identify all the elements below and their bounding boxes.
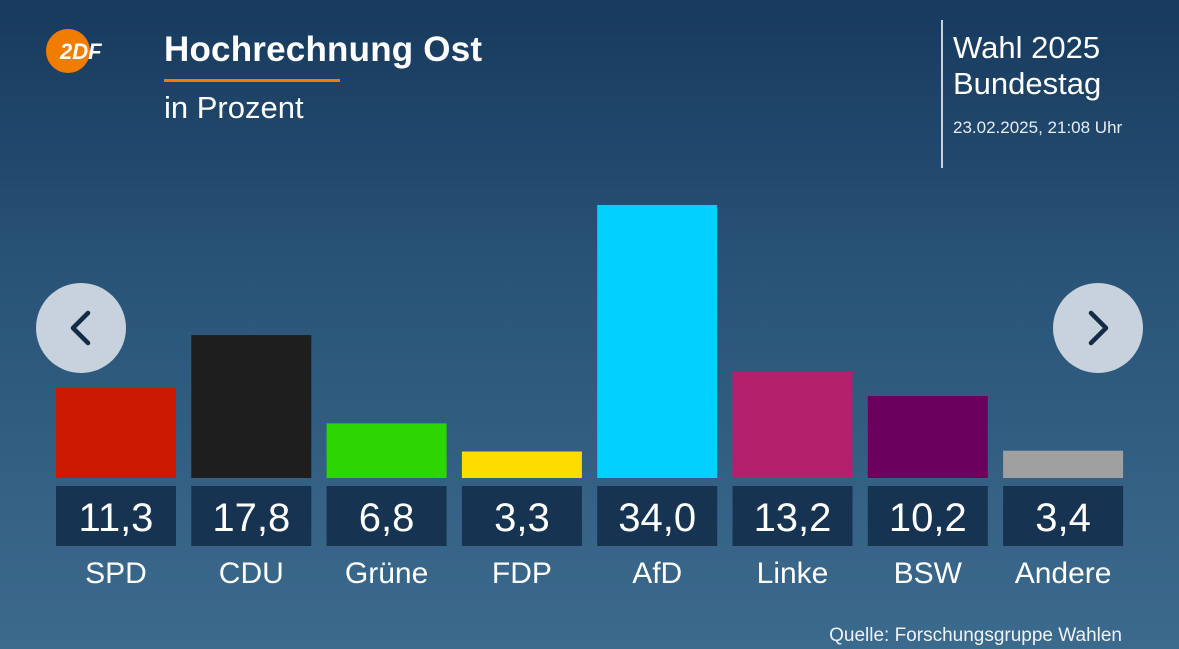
category-label-linke: Linke	[757, 557, 829, 590]
svg-text:2DF: 2DF	[59, 39, 102, 64]
data-label-cdu: 17,8	[212, 496, 290, 540]
value-box-fdp	[461, 486, 582, 546]
bar-cdu	[191, 335, 312, 478]
value-box-andere	[1003, 486, 1124, 546]
value-box-afd	[597, 486, 718, 546]
election-label: Wahl 2025 Bundestag	[953, 30, 1101, 102]
value-box-bsw	[867, 486, 988, 546]
data-label-andere: 3,4	[1035, 496, 1091, 540]
data-label-afd: 34,0	[618, 496, 696, 540]
title-underline	[164, 79, 340, 82]
data-label-bsw: 10,2	[889, 496, 967, 540]
bar-afd	[597, 205, 718, 478]
data-label-fdp: 3,3	[494, 496, 550, 540]
category-label-fdp: FDP	[492, 557, 552, 590]
election-name: Wahl 2025	[953, 30, 1101, 65]
value-box-spd	[56, 486, 176, 546]
value-box-linke	[732, 486, 853, 546]
data-label-gr-ne: 6,8	[359, 496, 415, 540]
previous-button[interactable]	[36, 283, 126, 373]
timestamp: 23.02.2025, 21:08 Uhr	[953, 118, 1123, 137]
data-label-spd: 11,3	[79, 496, 154, 540]
bar-andere	[1003, 450, 1124, 478]
zdf-logo: 2DF	[46, 29, 102, 73]
bar-gr-ne	[326, 423, 447, 478]
header-divider	[941, 20, 943, 168]
category-label-andere: Andere	[1015, 557, 1112, 590]
value-box-gr-ne	[326, 486, 447, 546]
source-note: Quelle: Forschungsgruppe Wahlen	[829, 625, 1122, 646]
bar-spd	[56, 387, 176, 478]
value-box-cdu	[191, 486, 312, 546]
next-button[interactable]	[1053, 283, 1143, 373]
bar-linke	[732, 372, 853, 478]
category-label-bsw: BSW	[894, 557, 963, 590]
category-label-gr-ne: Grüne	[345, 557, 428, 590]
chart-title: Hochrechnung Ost	[164, 30, 483, 69]
data-label-linke: 13,2	[754, 496, 832, 540]
chart-subtitle: in Prozent	[164, 90, 304, 125]
election-body: Bundestag	[953, 66, 1102, 101]
bar-bsw	[867, 396, 988, 478]
category-label-afd: AfD	[632, 557, 682, 590]
chevron-right-icon	[1088, 310, 1109, 346]
chevron-left-icon	[70, 310, 91, 346]
bar-fdp	[461, 451, 582, 478]
category-label-cdu: CDU	[219, 557, 284, 590]
category-label-spd: SPD	[85, 557, 147, 590]
